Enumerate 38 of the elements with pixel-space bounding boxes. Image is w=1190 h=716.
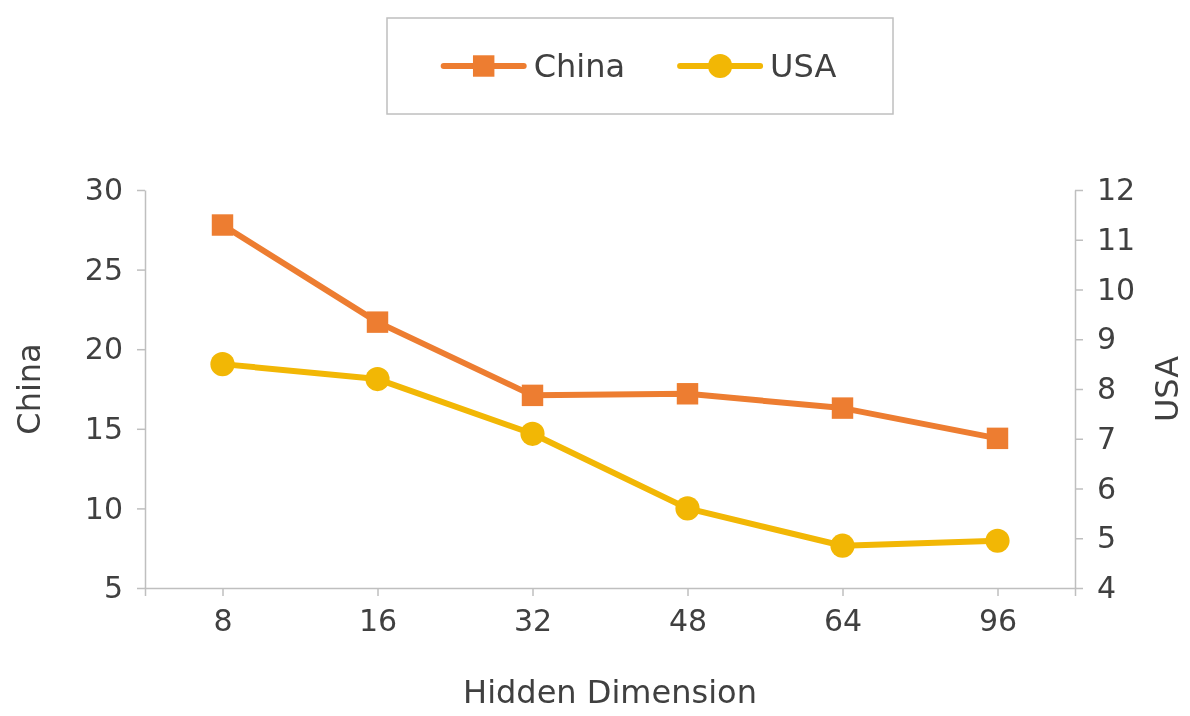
point	[366, 311, 389, 333]
point	[365, 366, 390, 392]
y-tick-label: 5	[103, 570, 123, 606]
point	[520, 421, 545, 446]
y-tick-label: 10	[84, 490, 123, 526]
point	[210, 352, 235, 377]
x-tick-label: 96	[978, 603, 1018, 639]
x-axis-title: Hidden Dimension	[463, 673, 757, 711]
x-tick-label: 48	[668, 603, 708, 639]
y2-tick-label: 9	[1097, 321, 1117, 357]
legend-label: China	[533, 47, 626, 85]
y2-tick-label: 4	[1097, 570, 1117, 606]
y2-tick-label: 6	[1097, 470, 1117, 506]
legend-label: USA	[770, 47, 837, 85]
y2-tick-label: 10	[1097, 271, 1136, 307]
point	[521, 384, 544, 407]
x-tick-label: 64	[823, 603, 863, 639]
y-tick-label: 20	[84, 331, 123, 367]
y2-tick-label: 11	[1097, 221, 1136, 257]
point	[676, 383, 699, 405]
point	[830, 533, 855, 558]
x-tick-label: 16	[358, 603, 398, 639]
y2-tick-label: 5	[1097, 520, 1117, 556]
y2-axis-title: USA	[1148, 355, 1186, 423]
y2-tick-label: 12	[1097, 172, 1136, 208]
y2-tick-label: 7	[1097, 420, 1117, 456]
point	[986, 427, 1009, 450]
x-tick-label: 8	[213, 603, 233, 639]
point	[831, 397, 854, 419]
point	[985, 528, 1010, 553]
y-axis-title: China	[10, 343, 48, 435]
point	[675, 496, 700, 521]
y-tick-label: 30	[84, 172, 123, 208]
y-tick-label: 15	[84, 410, 123, 446]
x-tick-label: 32	[513, 603, 553, 639]
y-tick-label: 25	[84, 251, 123, 287]
point	[211, 214, 234, 236]
y2-tick-label: 8	[1097, 371, 1117, 407]
